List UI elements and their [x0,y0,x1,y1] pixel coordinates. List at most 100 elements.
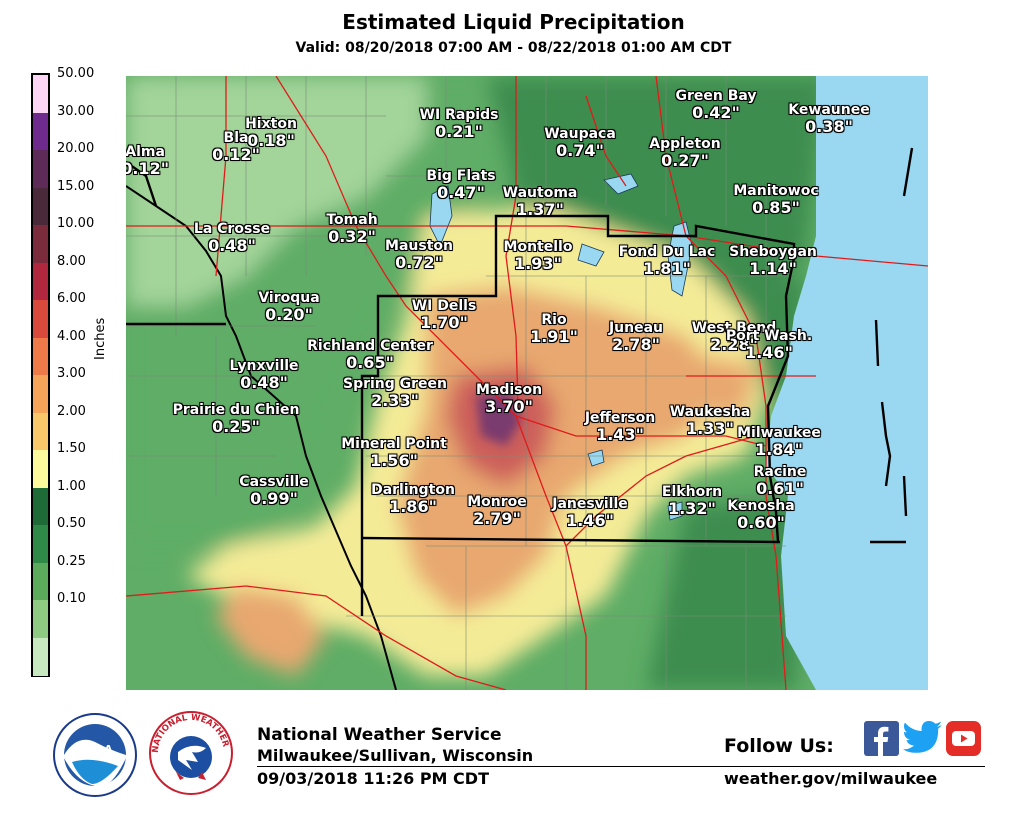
city-name: Janesville [552,496,628,512]
website-link[interactable]: weather.gov/milwaukee [724,769,938,788]
city-precip-value: 1.14" [749,259,797,279]
city-label: Waupaca 0.74" [544,126,616,160]
legend-swatch [33,75,48,113]
city-label: Monroe 2.79" [467,494,527,528]
city-label: Alma 0.12" [126,144,169,178]
city-precip-value: 2.33" [371,391,419,411]
map-title: Estimated Liquid Precipitation [342,10,685,34]
precip-legend-bar [31,73,50,677]
city-label: Lynxville 0.48" [229,358,298,392]
facebook-icon-graphic [864,721,899,756]
city-name: Prairie du Chien [172,402,300,418]
city-name: West Bend [691,320,777,336]
city-precip-value: 1.32" [668,499,716,519]
legend-swatch [33,375,48,413]
city-precip-value: 1.70" [420,313,468,333]
valid-period: Valid: 08/20/2018 07:00 AM - 08/22/2018 … [295,40,732,56]
follow-us-label: Follow Us: [724,735,834,757]
city-label: Jefferson 1.43" [585,410,655,444]
city-label: Port Wash. 1.46" [726,328,812,362]
city-name: Montello [503,239,573,255]
city-precip-value: 1.86" [389,497,437,517]
city-label: Appleton 0.27" [649,136,720,170]
legend-swatch [33,187,48,226]
youtube-icon[interactable] [946,721,981,756]
city-precip-value: 0.38" [805,117,853,137]
city-precip-value: 0.21" [435,122,483,142]
city-name: Green Bay [675,88,757,104]
twitter-icon[interactable] [903,721,942,756]
city-precip-value: 1.93" [514,254,562,274]
legend-tick-label: 0.25 [57,553,86,569]
city-name: Waukesha [669,404,751,420]
city-precip-value: 2.78" [612,335,660,355]
legend-tick-label: 1.00 [57,478,86,494]
city-precip-value: 0.61" [756,479,804,499]
city-name: Kenosha [727,498,795,514]
map-canvas [126,76,928,690]
legend-swatch [33,337,48,376]
city-name: Rio [541,312,567,328]
city-precip-value: 0.74" [556,141,604,161]
legend-swatch [33,487,48,526]
legend-tick-label: 1.50 [57,441,86,456]
city-label: Spring Green 2.33" [343,376,447,410]
city-name: Alma [126,144,165,160]
footer-divider [257,766,985,767]
city-label: Rio 1.91" [530,312,578,346]
legend-swatch [33,525,48,563]
city-name: Milwaukee [737,425,821,441]
city-label: Viroqua 0.20" [258,290,319,324]
city-label: La Crosse 0.48" [194,221,270,255]
city-precip-value: 0.47" [437,183,485,203]
legend-tick-label: 30.00 [57,103,95,119]
city-precip-value: 0.18" [247,131,295,151]
legend-tick-label: 8.00 [57,253,86,269]
legend-swatch [33,450,48,488]
city-name: Port Wash. [725,328,813,344]
city-label: Kenosha 0.60" [727,498,794,532]
city-precip-value: 2.79" [473,509,521,529]
city-name: Mineral Point [341,436,447,452]
city-name: Bla [223,130,249,146]
city-precip-value: 0.12" [212,145,260,165]
city-name: WI Rapids [419,107,499,123]
city-precip-value: 0.20" [265,305,313,325]
city-name: Juneau [608,320,664,336]
city-name: Elkhorn [661,484,723,500]
city-label: Sheboygan 1.14" [729,244,817,278]
city-label: Big Flats 0.47" [426,168,495,202]
city-name: Waupaca [544,126,616,142]
city-label: Fond Du Lac 1.81" [619,244,716,278]
precip-map[interactable]: Alma 0.12" Hixton 0.18" Bla 0.12" WI Rapids 0.2… [126,76,928,690]
city-precip-value: 0.85" [752,198,800,218]
legend-swatch [33,562,48,601]
city-precip-value: 1.84" [755,440,803,460]
noaa-logo-text: NOAA [77,743,113,756]
city-label: Mauston 0.72" [385,238,453,272]
legend-swatch [33,150,48,188]
facebook-icon[interactable] [864,721,899,756]
city-name: Monroe [467,494,527,510]
city-label: Prairie du Chien 0.25" [173,402,300,436]
city-precip-value: 0.99" [250,489,298,509]
city-name: Lynxville [229,358,299,374]
legend-swatch [33,112,48,151]
city-name: Richland Center [307,338,433,354]
city-precip-value: 0.32" [328,227,376,247]
city-label: Montello 1.93" [504,239,573,273]
city-name: Sheboygan [729,244,817,260]
city-precip-value: 1.56" [370,451,418,471]
legend-tick-label: 3.00 [57,366,86,381]
city-label: Manitowoc 0.85" [733,183,818,217]
legend-swatch [33,600,48,638]
legend-tick-label: 6.00 [57,291,86,306]
city-precip-value: 1.81" [643,259,691,279]
city-name: Fond Du Lac [618,244,716,260]
city-precip-value: 0.48" [240,373,288,393]
city-label: Cassville 0.99" [239,474,308,508]
city-precip-value: 0.48" [208,236,256,256]
city-name: Kewaunee [788,102,870,118]
legend-swatch [33,412,48,451]
city-precip-value: 0.42" [692,103,740,123]
